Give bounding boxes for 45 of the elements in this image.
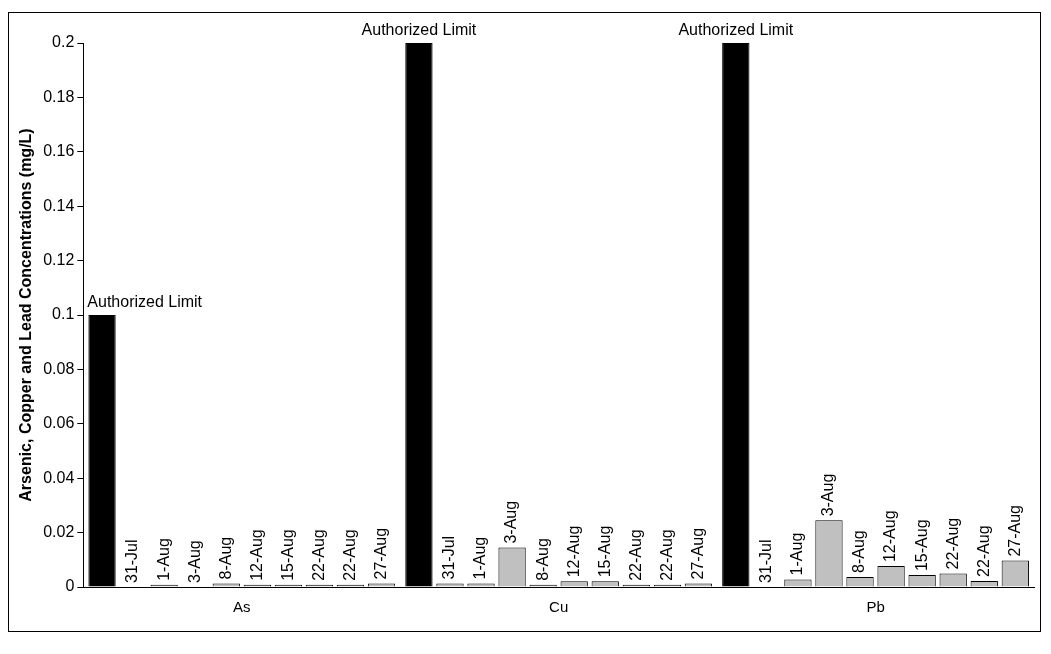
y-tick-label: 0.2 — [52, 33, 75, 51]
y-tick-label: 0.16 — [43, 142, 75, 160]
text: 3-Aug — [185, 540, 203, 583]
y-axis-title: Arsenic, Copper and Lead Concentrations (mg/L) — [17, 128, 35, 502]
text: 12-Aug — [247, 529, 265, 581]
x-tick-label: Pb — [866, 598, 885, 616]
text: 15-Aug — [278, 529, 296, 581]
text: 8-Aug — [533, 538, 551, 581]
text: 22-Aug — [974, 525, 992, 578]
text: 1-Aug — [471, 536, 489, 580]
x-tick-label: Cu — [549, 598, 569, 616]
text: 12-Aug — [881, 510, 899, 563]
text: 22-Aug — [657, 529, 675, 581]
text: 31-Jul — [757, 539, 775, 583]
x-tick-label: As — [233, 598, 251, 616]
text: 3-Aug — [502, 500, 520, 544]
y-tick-label: 0.08 — [43, 359, 75, 377]
y-tick-label: 0.02 — [43, 523, 75, 541]
text: 22-Aug — [340, 529, 358, 581]
y-tick-label: 0 — [65, 577, 75, 595]
y-tick-label: 0.14 — [43, 196, 75, 214]
text: 27-Aug — [688, 527, 706, 580]
y-tick-label: 0.06 — [43, 414, 75, 432]
text: 15-Aug — [595, 525, 613, 578]
y-tick-label: 0.04 — [43, 468, 75, 486]
text: 27-Aug — [1005, 505, 1023, 557]
text: Authorized Limit — [361, 21, 477, 39]
text: Authorized Limit — [678, 21, 794, 39]
text: 1-Aug — [788, 532, 806, 576]
series-label: Authorized Limit — [87, 293, 203, 311]
text: 22-Aug — [309, 529, 327, 581]
text: 31-Jul — [440, 535, 458, 580]
y-tick-label: 0.1 — [52, 305, 75, 323]
text: 12-Aug — [564, 525, 582, 578]
text: 1-Aug — [154, 538, 172, 581]
text: 27-Aug — [371, 527, 389, 580]
text: 3-Aug — [819, 473, 837, 517]
text: 22-Aug — [943, 517, 961, 570]
text: 15-Aug — [912, 519, 930, 572]
text: 22-Aug — [626, 529, 644, 581]
text: 8-Aug — [216, 536, 234, 580]
text: 8-Aug — [850, 530, 868, 573]
y-tick-label: 0.18 — [43, 87, 75, 105]
y-tick-label: 0.12 — [43, 251, 75, 269]
text: 31-Jul — [123, 539, 141, 583]
